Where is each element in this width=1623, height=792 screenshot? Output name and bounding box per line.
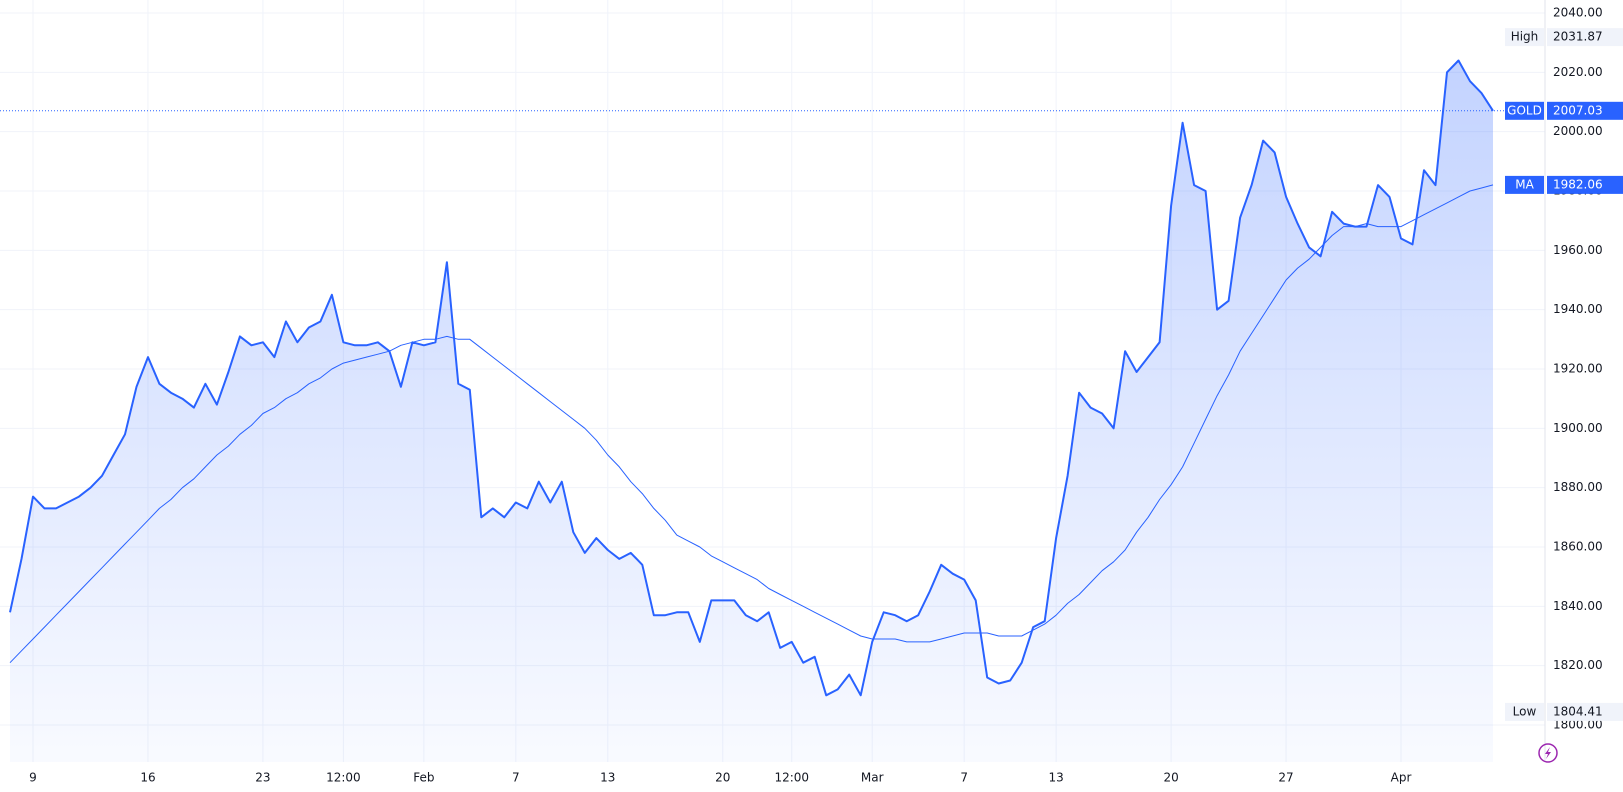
x-tick-label: 20 <box>715 771 730 785</box>
ma-line <box>9 184 1494 664</box>
y-tick-label: 1960.00 <box>1553 243 1603 257</box>
y-tick-label: 1880.00 <box>1553 480 1603 494</box>
marker-value: 1804.41 <box>1553 704 1603 718</box>
series-name: MA <box>1515 177 1534 191</box>
y-tick-label: 1840.00 <box>1553 599 1603 613</box>
axes: 1800.00 1820.00 1840.00 1860.00 1880.00 1900.… <box>29 6 1623 785</box>
value-badge <box>1547 175 1623 194</box>
marker-name: High <box>1511 30 1539 44</box>
y-tick-label: 1920.00 <box>1553 362 1603 376</box>
x-tick-label: 13 <box>600 771 615 785</box>
series-name: GOLD <box>1507 103 1542 117</box>
marker-value-badge <box>1547 28 1623 47</box>
x-tick-label: 16 <box>140 771 155 785</box>
y-tick-label: 1820.00 <box>1553 658 1603 672</box>
price-area <box>10 60 1493 762</box>
price-line <box>9 59 1494 697</box>
x-tick-label: 9 <box>29 771 37 785</box>
plot <box>0 59 1545 762</box>
x-tick-label: 7 <box>512 771 520 785</box>
lightning-icon[interactable] <box>1538 743 1558 763</box>
x-tick-label: Apr <box>1391 771 1412 785</box>
marker-name-badge <box>1505 702 1544 721</box>
x-tick-label: Mar <box>861 771 884 785</box>
marker-value-badge <box>1547 702 1623 721</box>
marker-name: Low <box>1513 704 1537 718</box>
value-label: 1982.06 <box>1553 177 1603 191</box>
y-tick-label: 1860.00 <box>1553 540 1603 554</box>
x-tick-label: 13 <box>1049 771 1064 785</box>
name-badge <box>1505 175 1544 194</box>
y-tick-label: 2020.00 <box>1553 65 1603 79</box>
x-tick-label: 27 <box>1278 771 1293 785</box>
name-badge <box>1505 101 1544 120</box>
y-tick-label: 1940.00 <box>1553 302 1603 316</box>
x-tick-label: Feb <box>413 771 434 785</box>
y-tick-label: 1800.00 <box>1553 718 1603 732</box>
value-badge <box>1547 101 1623 120</box>
y-tick-label: 2000.00 <box>1553 124 1603 138</box>
x-tick-label: 12:00 <box>326 771 361 785</box>
marker-name-badge <box>1505 28 1544 47</box>
x-tick-label: 23 <box>255 771 270 785</box>
y-tick-label: 1900.00 <box>1553 421 1603 435</box>
x-tick-label: 20 <box>1163 771 1178 785</box>
value-label: 2007.03 <box>1553 103 1603 117</box>
x-tick-label: 7 <box>960 771 968 785</box>
marker-value: 2031.87 <box>1553 30 1603 44</box>
x-tick-label: 12:00 <box>774 771 809 785</box>
y-tick-label: 2040.00 <box>1553 6 1603 20</box>
